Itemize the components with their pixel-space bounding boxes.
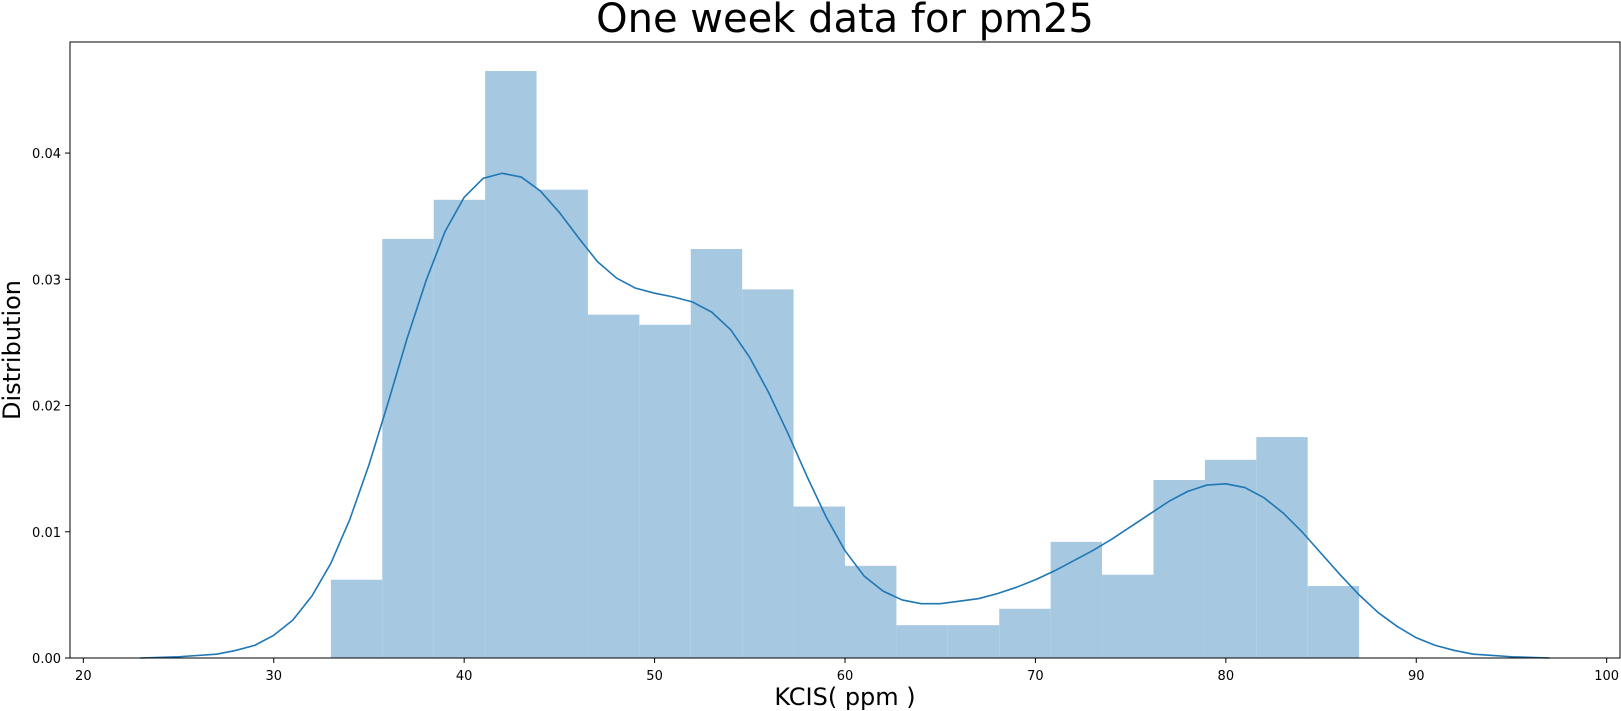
- histogram-bar: [330, 579, 383, 658]
- histogram-bar: [1050, 541, 1103, 658]
- x-tick-label: 80: [1218, 669, 1235, 684]
- y-axis-ticks: 0.00 0.01 0.02 0.03 0.04: [32, 147, 70, 667]
- histogram-bar: [587, 314, 640, 658]
- y-tick-label: 0.04: [32, 147, 61, 162]
- x-tick-label: 100: [1594, 669, 1619, 684]
- y-axis-title: Distribution: [0, 280, 26, 420]
- histogram-bar: [382, 238, 434, 659]
- histogram-bar: [742, 289, 794, 658]
- x-tick-label: 20: [75, 669, 92, 684]
- histogram-bar: [639, 324, 691, 658]
- y-tick-label: 0.00: [32, 652, 61, 667]
- y-tick-label: 0.03: [32, 273, 61, 288]
- histogram-bar: [1102, 574, 1154, 658]
- histogram-bar: [433, 199, 486, 659]
- x-tick-label: 50: [646, 669, 663, 684]
- histogram-bar: [1153, 480, 1205, 658]
- histogram-bar: [896, 625, 948, 658]
- histogram-bar: [947, 625, 1000, 658]
- x-tick-label: 90: [1408, 669, 1425, 684]
- x-tick-label: 70: [1027, 669, 1044, 684]
- x-tick-label: 40: [456, 669, 473, 684]
- histogram-bar: [536, 189, 588, 658]
- chart-title: One week data for pm25: [596, 0, 1094, 42]
- histogram-bar: [845, 565, 897, 658]
- y-tick-label: 0.01: [32, 526, 61, 541]
- histogram-bar: [690, 249, 743, 658]
- y-tick-label: 0.02: [32, 400, 61, 415]
- x-tick-label: 30: [265, 669, 282, 684]
- histogram-bars: [330, 71, 1360, 659]
- x-tick-label: 60: [837, 669, 854, 684]
- kde-curve-layer: [140, 172, 1550, 659]
- histogram-bar: [793, 506, 845, 658]
- x-axis-ticks: 20 30 40 50 60 70 80 90 100: [75, 658, 1619, 684]
- x-axis-title: KCIS( ppm ): [774, 683, 915, 711]
- histogram-bar: [1307, 586, 1360, 658]
- histogram-bar: [485, 71, 537, 658]
- histogram-bar: [999, 608, 1051, 658]
- histogram-bar: [1256, 437, 1308, 658]
- histogram-bar: [1204, 459, 1257, 658]
- kde-line: [140, 172, 1550, 659]
